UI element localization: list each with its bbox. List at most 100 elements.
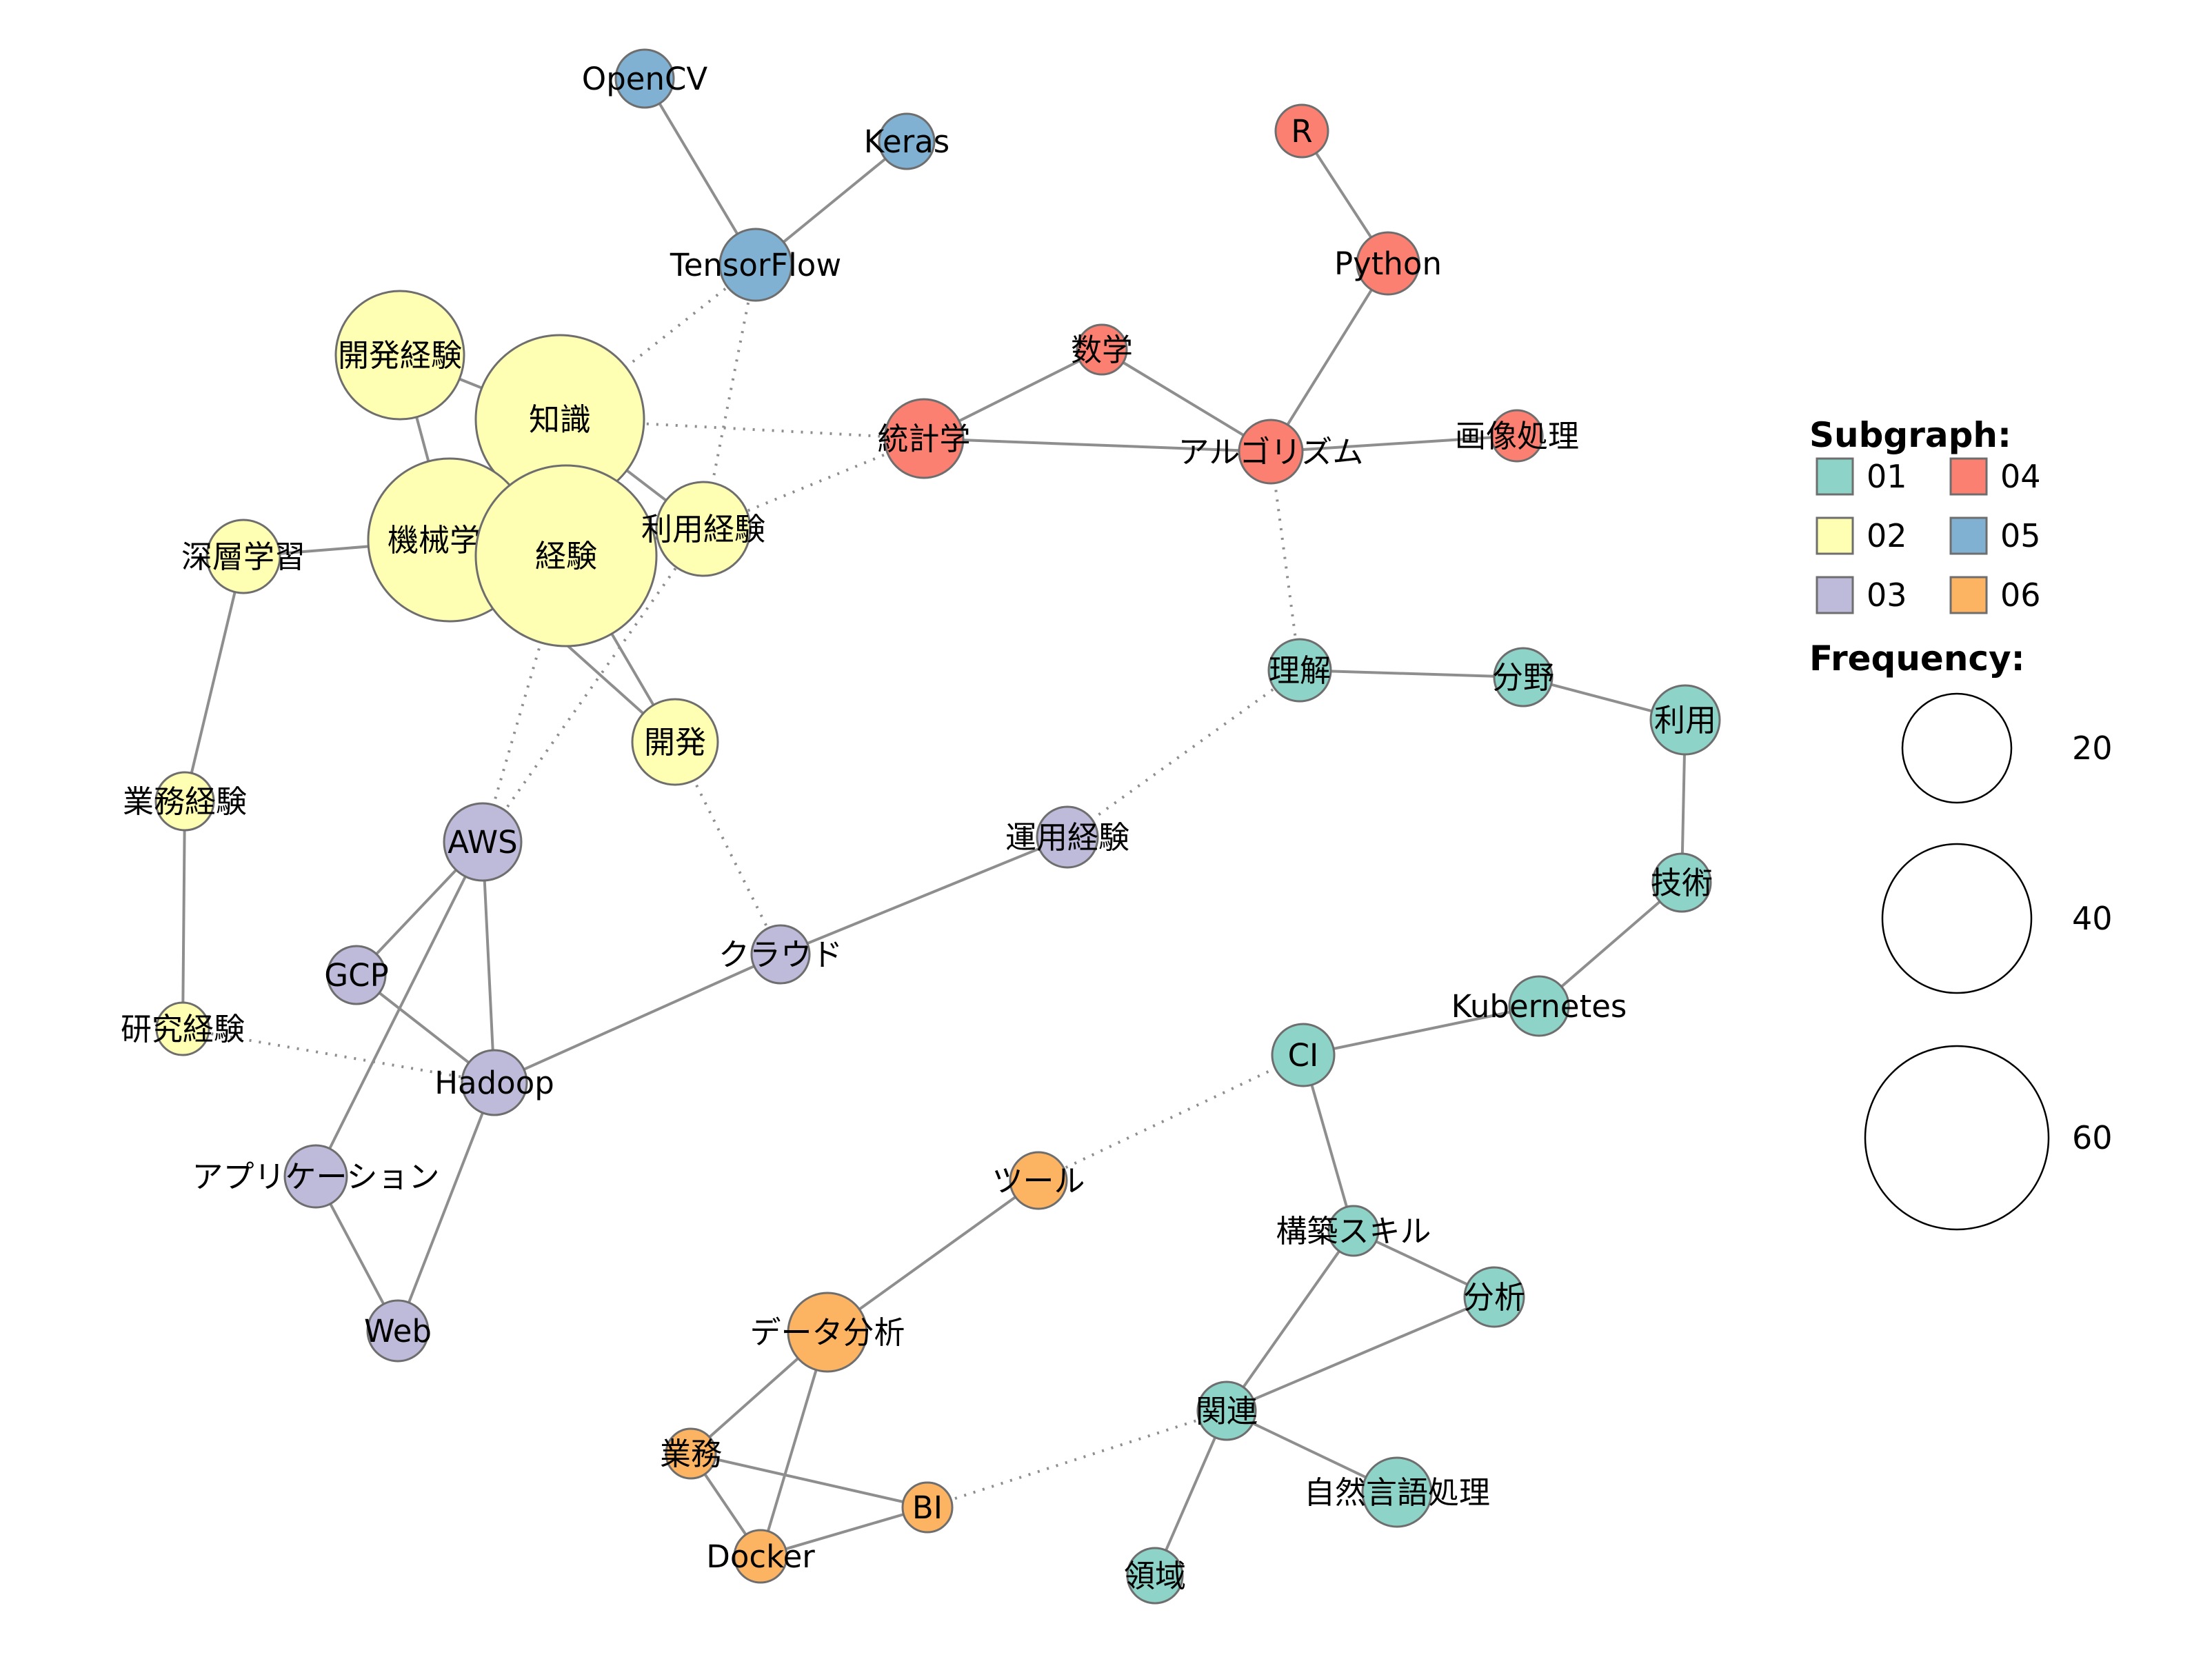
node-nlp: 自然言語処理 [1304, 1456, 1490, 1528]
edge-cloud-operation-experience [780, 836, 1068, 956]
node-label-nlp: 自然言語処理 [1304, 1474, 1490, 1511]
edge-hadoop-web [396, 1082, 496, 1332]
node-circle-understanding [1267, 638, 1332, 703]
node-label-hadoop: Hadoop [434, 1065, 554, 1101]
node-circle-research-experience [155, 1001, 210, 1056]
edge-bi-relation [927, 1409, 1227, 1509]
legend-swatch-01 [1816, 457, 1854, 496]
node-application: アプリケーション [192, 1144, 440, 1209]
legend-subgraph-title: Subgraph: [1809, 415, 2011, 455]
node-circle-web [366, 1299, 430, 1363]
node-business: 業務 [660, 1427, 722, 1480]
node-circle-domain [1126, 1547, 1184, 1605]
node-label-work-experience: 業務経験 [123, 783, 247, 820]
node-data-analysis: データ分析 [750, 1292, 905, 1373]
node-label-docker: Docker [706, 1538, 815, 1575]
node-label-tensorflow: TensorFlow [670, 247, 841, 283]
node-experience: 経験 [474, 464, 658, 647]
node-circle-python [1356, 231, 1420, 296]
node-label-opencv: OpenCV [582, 61, 708, 97]
legend-swatch-label-05: 05 [2000, 517, 2041, 554]
node-label-field: 分野 [1492, 659, 1554, 696]
node-circle-work-experience [154, 771, 215, 832]
legend-frequency-item-60: 60 [1864, 1045, 2113, 1231]
node-cloud: クラウド [718, 924, 843, 985]
node-circle-dev-experience [334, 290, 465, 421]
node-circle-business [665, 1427, 717, 1480]
node-circle-nlp [1361, 1456, 1433, 1528]
edge-business-bi [690, 1452, 928, 1509]
node-circle-aws [443, 802, 523, 882]
legend-subgraph-item-01: 01 [1816, 457, 1907, 496]
node-label-python: Python [1334, 245, 1442, 282]
legend-subgraph-items: 01 02 03 04 05 06 [1816, 457, 2041, 614]
node-circle-docker [733, 1529, 788, 1584]
node-docker: Docker [706, 1529, 815, 1584]
node-label-application: アプリケーション [192, 1158, 439, 1195]
node-statistics: 統計学 [877, 398, 971, 479]
node-label-knowledge: 知識 [529, 401, 591, 438]
legend-swatch-03 [1816, 576, 1854, 614]
node-label-statistics: 統計学 [877, 421, 970, 457]
legend-frequency-circle-20 [1901, 692, 2013, 804]
node-label-image-processing: 画像処理 [1455, 418, 1579, 454]
legend-swatch-label-03: 03 [1867, 576, 1907, 614]
edge-hadoop-cloud [494, 953, 781, 1084]
edge-docker-bi [760, 1506, 928, 1558]
node-circle-analysis [1463, 1266, 1525, 1328]
node-label-research-experience: 研究経験 [121, 1011, 245, 1047]
legend-frequency-title: Frequency: [1809, 639, 2025, 679]
node-deep-learning: 深層学習 [181, 519, 305, 594]
node-tool: ツール [992, 1151, 1085, 1210]
legend-swatch-06 [1949, 576, 1988, 614]
edge-work-experience-research-experience [181, 801, 186, 1030]
node-circle-statistics [883, 398, 965, 479]
legend-swatch-label-04: 04 [2000, 458, 2041, 495]
edge-technology-kubernetes [1538, 881, 1683, 1007]
node-python: Python [1334, 231, 1442, 296]
node-opencv: OpenCV [582, 48, 708, 109]
node-circle-ci [1271, 1023, 1336, 1087]
node-analysis: 分析 [1463, 1266, 1525, 1328]
node-circle-algorithm [1238, 419, 1304, 485]
node-circle-r [1274, 103, 1329, 159]
node-operation-experience: 運用経験 [1005, 805, 1129, 869]
node-circle-keras [878, 112, 936, 170]
node-circle-experience [474, 464, 658, 647]
node-circle-image-processing [1490, 409, 1544, 463]
node-circle-math [1076, 323, 1128, 376]
node-circle-usage [1649, 684, 1721, 756]
legend-frequency-items: 20 40 60 [1864, 692, 2113, 1231]
edge-deep-learning-work-experience [183, 556, 245, 802]
node-label-usage: 利用 [1654, 702, 1716, 739]
node-label-business: 業務 [660, 1436, 722, 1472]
node-label-understanding: 理解 [1269, 652, 1331, 689]
node-bi: BI [901, 1481, 954, 1534]
legend-swatch-04 [1949, 457, 1988, 496]
edge-algorithm-understanding [1269, 451, 1301, 671]
node-label-keras: Keras [864, 123, 949, 160]
node-label-domain: 領域 [1124, 1558, 1186, 1594]
legend-frequency-circle-60 [1864, 1045, 2050, 1231]
legend-subgraph-item-05: 05 [1949, 516, 2041, 555]
edge-building-skill-relation [1225, 1229, 1355, 1412]
node-r: R [1274, 103, 1329, 159]
node-circle-application [283, 1144, 348, 1209]
node-label-relation: 関連 [1196, 1393, 1258, 1429]
node-circle-kubernetes [1508, 975, 1570, 1037]
node-circle-field [1493, 647, 1554, 707]
node-label-algorithm: アルゴリズム [1178, 434, 1364, 470]
node-circle-bi [901, 1481, 954, 1534]
node-kubernetes: Kubernetes [1451, 975, 1627, 1037]
node-label-operation-experience: 運用経験 [1005, 819, 1129, 856]
node-image-processing: 画像処理 [1455, 409, 1579, 463]
node-label-technology: 技術 [1651, 865, 1713, 901]
node-tensorflow: TensorFlow [670, 228, 841, 302]
node-aws: AWS [443, 802, 523, 882]
node-circle-development [631, 698, 719, 786]
node-circle-usage-experience [655, 481, 752, 577]
legend-swatch-05 [1949, 516, 1988, 555]
